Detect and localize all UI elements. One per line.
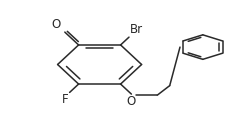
Text: O: O bbox=[127, 95, 136, 108]
Text: F: F bbox=[62, 93, 68, 106]
Text: O: O bbox=[51, 18, 60, 31]
Text: Br: Br bbox=[130, 23, 143, 37]
